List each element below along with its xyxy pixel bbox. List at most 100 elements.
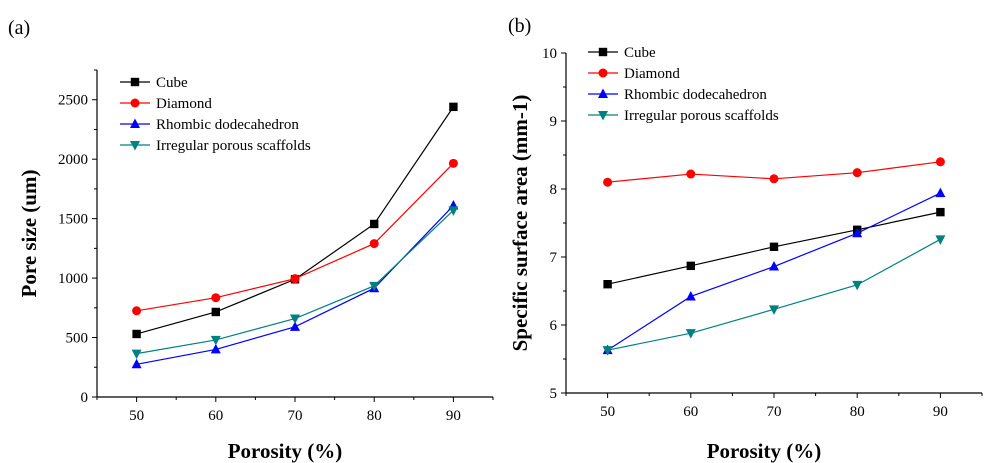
legend-marker: [130, 77, 140, 87]
x-tick-label: 70: [767, 404, 782, 420]
series-3: [131, 206, 459, 360]
data-point: [686, 169, 696, 179]
data-point: [603, 177, 613, 187]
y-tick-label: 0: [81, 390, 89, 406]
legend-entry: Irregular porous scaffolds: [588, 108, 779, 124]
y-axis-title: Pore size (um): [17, 170, 41, 298]
legend-label: Cube: [156, 75, 188, 91]
x-axis-title: Porosity (%): [228, 439, 343, 463]
legend-marker: [130, 118, 140, 128]
y-tick-label: 8: [550, 182, 558, 198]
y-axis-title: Specific surface area (mm-1): [508, 95, 532, 352]
legend-label: Cube: [624, 45, 656, 61]
data-point: [369, 239, 379, 249]
legend-marker: [598, 88, 608, 98]
data-point: [936, 207, 945, 217]
data-point: [131, 349, 142, 360]
legend-entry: Diamond: [120, 96, 212, 112]
data-point: [769, 242, 779, 251]
series-1: [132, 158, 458, 316]
legend-marker: [130, 141, 140, 151]
legend-label: Rhombic dodecahedron: [156, 117, 299, 133]
y-tick-label: 9: [550, 114, 558, 130]
data-point: [290, 314, 300, 325]
legend-entry: Rhombic dodecahedron: [120, 117, 299, 133]
x-tick-label: 90: [446, 408, 461, 424]
series-line: [136, 205, 454, 365]
data-point: [370, 219, 379, 229]
data-point: [132, 306, 142, 316]
legend-marker: [598, 47, 608, 57]
chart-panel-0: (a) 50 60 70 80 90 0 500 1000 1500 2000 2500 Porosit…: [8, 17, 494, 463]
y-tick-label: 500: [66, 331, 89, 347]
data-point: [448, 206, 459, 216]
legend-label: Diamond: [156, 96, 212, 112]
series-2: [131, 200, 459, 369]
legend-marker: [598, 111, 608, 121]
data-point: [210, 335, 221, 346]
series-line: [607, 192, 941, 351]
data-point: [290, 274, 300, 284]
legend-entry: Cube: [588, 45, 656, 61]
legend-entry: Irregular porous scaffolds: [120, 138, 311, 154]
data-point: [369, 281, 380, 292]
data-point: [131, 358, 142, 369]
legend-entry: Rhombic dodecahedron: [588, 87, 767, 103]
data-point: [210, 343, 221, 354]
legend-label: Irregular porous scaffolds: [156, 138, 311, 154]
legend-label: Rhombic dodecahedron: [624, 87, 767, 103]
y-tick-label: 7: [550, 250, 558, 266]
data-point: [852, 168, 862, 178]
x-tick-label: 70: [288, 408, 303, 424]
x-tick-label: 80: [367, 408, 382, 424]
panel-label: (b): [508, 15, 531, 37]
x-tick-label: 50: [600, 404, 615, 420]
legend-label: Irregular porous scaffolds: [624, 108, 779, 124]
series-3: [602, 235, 946, 356]
y-tick-label: 2000: [58, 152, 88, 168]
series-line: [607, 238, 941, 351]
y-tick-label: 10: [542, 46, 557, 62]
legend-marker: [130, 98, 140, 108]
y-tick-label: 1500: [58, 212, 88, 228]
data-point: [211, 307, 220, 317]
data-point: [769, 305, 779, 315]
chart-panel-1: (b) 50 60 70 80 90 5 6 7 8 9 10 Porosity (%) Specific…: [508, 15, 983, 463]
legend-entry: Diamond: [588, 66, 680, 82]
x-tick-label: 90: [933, 404, 948, 420]
data-point: [448, 158, 458, 168]
data-point: [685, 329, 696, 339]
data-point: [132, 329, 141, 339]
panel-label: (a): [8, 17, 30, 39]
data-point: [935, 235, 946, 245]
y-tick-label: 2500: [58, 93, 88, 109]
data-point: [935, 157, 945, 167]
x-tick-label: 60: [683, 404, 698, 420]
data-point: [935, 187, 946, 198]
data-point: [290, 321, 300, 331]
data-point: [449, 102, 458, 112]
y-tick-label: 6: [550, 318, 558, 334]
series-0: [603, 207, 945, 289]
data-point: [685, 290, 696, 301]
series-1: [603, 157, 945, 187]
x-tick-label: 50: [129, 408, 144, 424]
data-point: [852, 280, 863, 291]
legend-label: Diamond: [624, 66, 680, 82]
x-axis-title: Porosity (%): [707, 439, 822, 463]
y-tick-label: 5: [550, 386, 558, 402]
legend-marker: [598, 68, 608, 78]
data-point: [852, 227, 863, 238]
data-point: [211, 293, 221, 303]
data-point: [769, 261, 779, 271]
data-point: [769, 174, 779, 184]
data-point: [603, 280, 612, 289]
y-tick-label: 1000: [58, 271, 88, 287]
series-2: [602, 187, 946, 355]
legend-entry: Cube: [120, 75, 188, 91]
series-line: [136, 162, 454, 312]
x-tick-label: 80: [850, 404, 865, 420]
data-point: [602, 346, 613, 356]
x-tick-label: 60: [208, 408, 223, 424]
